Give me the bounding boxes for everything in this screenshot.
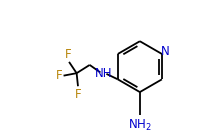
Text: NH: NH [95,67,112,80]
Text: F: F [75,88,81,101]
Text: NH$_2$: NH$_2$ [128,117,152,133]
Text: N: N [161,45,170,58]
Text: F: F [56,69,62,82]
Text: F: F [65,48,72,61]
